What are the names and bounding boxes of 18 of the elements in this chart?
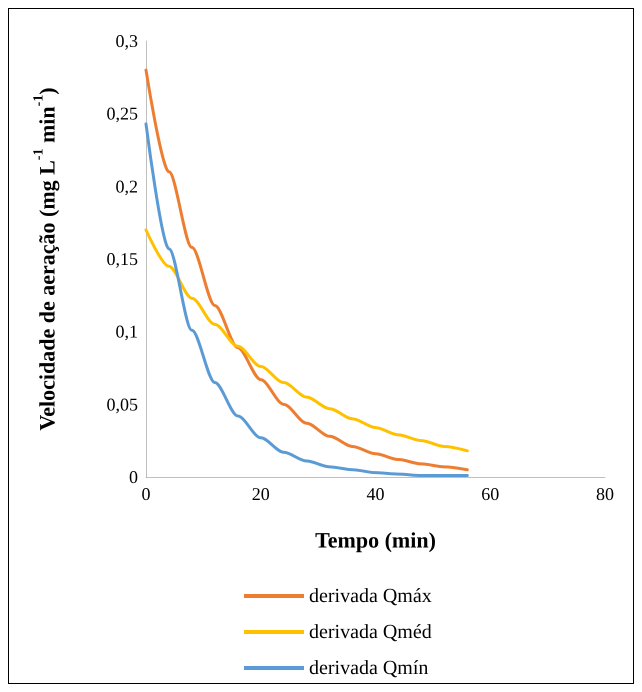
legend-label: derivada Qméd xyxy=(309,621,432,643)
y-tick-label: 0,1 xyxy=(116,322,138,342)
y-tick-label: 0,3 xyxy=(116,31,138,51)
legend-label: derivada Qmín xyxy=(309,657,428,679)
y-axis-title: Velocidade de aeração (mg L-1 min-1) xyxy=(32,87,60,431)
legend-label: derivada Qmáx xyxy=(309,585,432,607)
x-tick-label: 20 xyxy=(252,484,270,504)
x-tick-label: 60 xyxy=(481,484,500,504)
line-series xyxy=(144,228,469,452)
y-tick-label: 0,2 xyxy=(116,176,138,196)
y-tick-label: 0 xyxy=(129,467,138,487)
x-tick-label: 40 xyxy=(366,484,384,504)
x-axis-title: Tempo (min) xyxy=(315,528,436,552)
y-tick-label: 0,25 xyxy=(106,104,138,124)
y-tick-label: 0,05 xyxy=(106,394,138,414)
y-tick-label: 0,15 xyxy=(106,249,138,269)
x-tick-label: 0 xyxy=(142,484,150,504)
x-tick-label: 80 xyxy=(596,484,614,504)
